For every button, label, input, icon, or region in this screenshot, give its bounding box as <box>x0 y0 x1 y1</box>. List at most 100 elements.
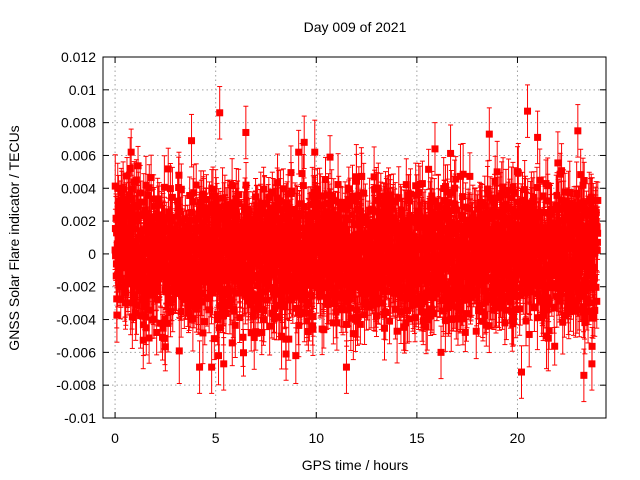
data-point <box>130 296 138 304</box>
data-point <box>196 206 204 214</box>
data-point <box>147 174 155 182</box>
data-point <box>201 318 209 326</box>
data-point <box>218 263 226 271</box>
data-point <box>298 170 306 178</box>
data-point <box>190 189 198 197</box>
data-point <box>169 295 177 303</box>
data-point <box>236 314 244 322</box>
data-point <box>216 252 224 260</box>
data-point <box>223 285 231 293</box>
data-point <box>254 227 262 235</box>
data-point <box>277 197 285 205</box>
data-point <box>192 305 200 313</box>
data-point <box>295 321 303 329</box>
data-point <box>317 270 325 278</box>
data-point <box>240 349 248 357</box>
data-point <box>264 209 272 217</box>
data-point <box>157 319 165 327</box>
data-point <box>161 260 169 268</box>
data-point <box>175 347 183 355</box>
data-point <box>150 195 158 203</box>
data-point <box>165 208 173 216</box>
data-point <box>304 328 312 336</box>
data-point <box>116 269 124 277</box>
data-point <box>154 201 162 209</box>
data-point <box>139 273 147 281</box>
data-point <box>300 203 308 211</box>
data-series <box>111 84 602 403</box>
data-point <box>266 322 274 330</box>
data-point <box>228 272 236 280</box>
data-point <box>168 213 176 221</box>
data-point <box>217 215 225 223</box>
data-point <box>308 266 316 274</box>
data-point <box>144 191 152 199</box>
data-point <box>167 308 175 316</box>
data-point <box>230 307 238 315</box>
data-point <box>127 233 135 241</box>
data-point <box>132 309 140 317</box>
data-point <box>277 206 285 214</box>
data-point <box>175 171 183 179</box>
data-point <box>306 214 314 222</box>
data-point <box>228 339 236 347</box>
data-point <box>254 302 262 310</box>
data-point <box>292 352 300 360</box>
data-point <box>203 215 211 223</box>
data-point <box>189 198 197 206</box>
data-point <box>291 205 299 213</box>
data-point <box>293 219 301 227</box>
data-point <box>211 212 219 220</box>
data-point <box>270 310 278 318</box>
data-point <box>117 275 125 283</box>
data-point <box>150 315 158 323</box>
data-point <box>145 184 153 192</box>
data-point <box>305 309 313 317</box>
data-point <box>161 315 169 323</box>
data-point <box>228 182 236 190</box>
data-point <box>288 187 296 195</box>
data-point <box>285 335 293 343</box>
data-point <box>164 165 172 173</box>
data-point <box>159 324 167 332</box>
data-point <box>239 219 247 227</box>
data-point <box>234 200 242 208</box>
data-point <box>259 267 267 275</box>
data-point <box>252 193 260 201</box>
data-point <box>132 176 140 184</box>
data-point <box>185 309 193 317</box>
data-point <box>127 148 135 156</box>
data-point <box>140 249 148 257</box>
data-point <box>262 272 270 280</box>
data-point <box>231 248 239 256</box>
data-point <box>126 164 134 172</box>
data-point <box>212 195 220 203</box>
data-point <box>318 265 326 273</box>
data-point <box>268 217 276 225</box>
data-point <box>313 284 321 292</box>
data-point <box>233 212 241 220</box>
data-point <box>260 307 268 315</box>
data-point <box>162 227 170 235</box>
data-point <box>310 253 318 261</box>
data-point <box>278 333 286 341</box>
data-point <box>301 281 309 289</box>
data-point <box>214 221 222 229</box>
data-point <box>250 334 258 342</box>
data-point <box>137 312 145 320</box>
data-point <box>181 215 189 223</box>
data-point <box>235 191 243 199</box>
data-point <box>264 282 272 290</box>
data-point <box>239 333 247 341</box>
data-point <box>144 279 152 287</box>
data-point <box>133 217 141 225</box>
data-point <box>161 343 169 351</box>
data-point <box>259 316 267 324</box>
data-point <box>314 199 322 207</box>
data-point <box>188 209 196 217</box>
data-point <box>313 259 321 267</box>
data-point <box>119 185 127 193</box>
data-point <box>207 279 215 287</box>
data-point <box>186 191 194 199</box>
data-point <box>300 224 308 232</box>
